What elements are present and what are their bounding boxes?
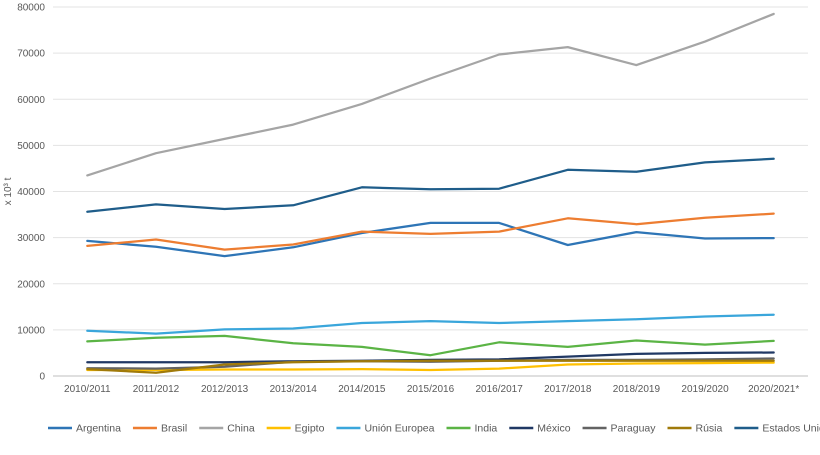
y-tick-label: 70000 [17,49,45,60]
legend-label: Argentina [76,423,121,435]
y-tick-label: 60000 [17,95,45,106]
x-tick-label: 2014/2015 [338,384,386,395]
series-line-china [86,12,775,177]
legend-label: Brasil [161,423,187,435]
legend-item: India [446,423,498,435]
legend-label: China [227,423,255,435]
legend: Argentina Brasil China Egipto Unión Europea I… [48,423,820,435]
legend-label: Egipto [295,423,325,435]
x-tick-label: 2011/2012 [133,384,180,395]
legend-item: China [199,423,255,435]
series-lines [86,12,775,374]
legend-item: Estados Unidos [734,423,820,435]
legend-label: Paraguay [611,423,657,435]
series-line-unión-europea [86,313,775,335]
series-line-estados-unidos [86,157,775,213]
x-tick-label: 2012/2013 [201,384,249,395]
y-axis-label: x 10³ t [3,177,14,205]
legend-label: Rúsia [696,423,723,435]
legend-item: Rúsia [667,423,723,435]
y-tick-label: 80000 [17,3,45,14]
x-axis-ticks: 2010/2011 2011/2012 2012/2013 2013/2014 2014… [64,384,799,395]
gridlines [53,6,808,377]
series-line-egipto [86,361,775,372]
legend-label: México [537,423,570,435]
x-tick-label: 2016/2017 [475,384,523,395]
series-line-argentina [86,221,775,258]
x-tick-label: 2019/2020 [681,384,729,395]
legend-label: India [475,423,498,435]
legend-item: Paraguay [582,423,657,435]
legend-item: Unión Europea [336,423,435,435]
series-line-rúsia [86,359,775,374]
legend-item: Egipto [266,423,325,435]
legend-item: Brasil [132,423,187,435]
legend-label: Unión Europea [364,423,434,435]
series-line-brasil [86,212,775,251]
x-tick-label: 2010/2011 [64,384,111,395]
y-tick-label: 30000 [17,233,45,244]
series-line-india [86,334,775,357]
x-tick-label: 2015/2016 [407,384,455,395]
legend-item: Argentina [48,423,121,435]
y-tick-label: 20000 [17,279,45,290]
y-tick-label: 0 [39,372,45,383]
y-tick-label: 10000 [17,325,45,336]
legend-label: Estados Unidos [762,423,820,435]
y-tick-label: 50000 [17,141,45,152]
y-axis-ticks: 0 10000 20000 30000 40000 50000 60000 70000 8000… [17,3,45,383]
x-tick-label: 2017/2018 [544,384,592,395]
y-tick-label: 40000 [17,187,45,198]
x-tick-label: 2018/2019 [613,384,661,395]
x-tick-label: 2013/2014 [270,384,318,395]
x-tick-label: 2020/2021* [748,384,799,395]
legend-item: México [509,423,571,435]
